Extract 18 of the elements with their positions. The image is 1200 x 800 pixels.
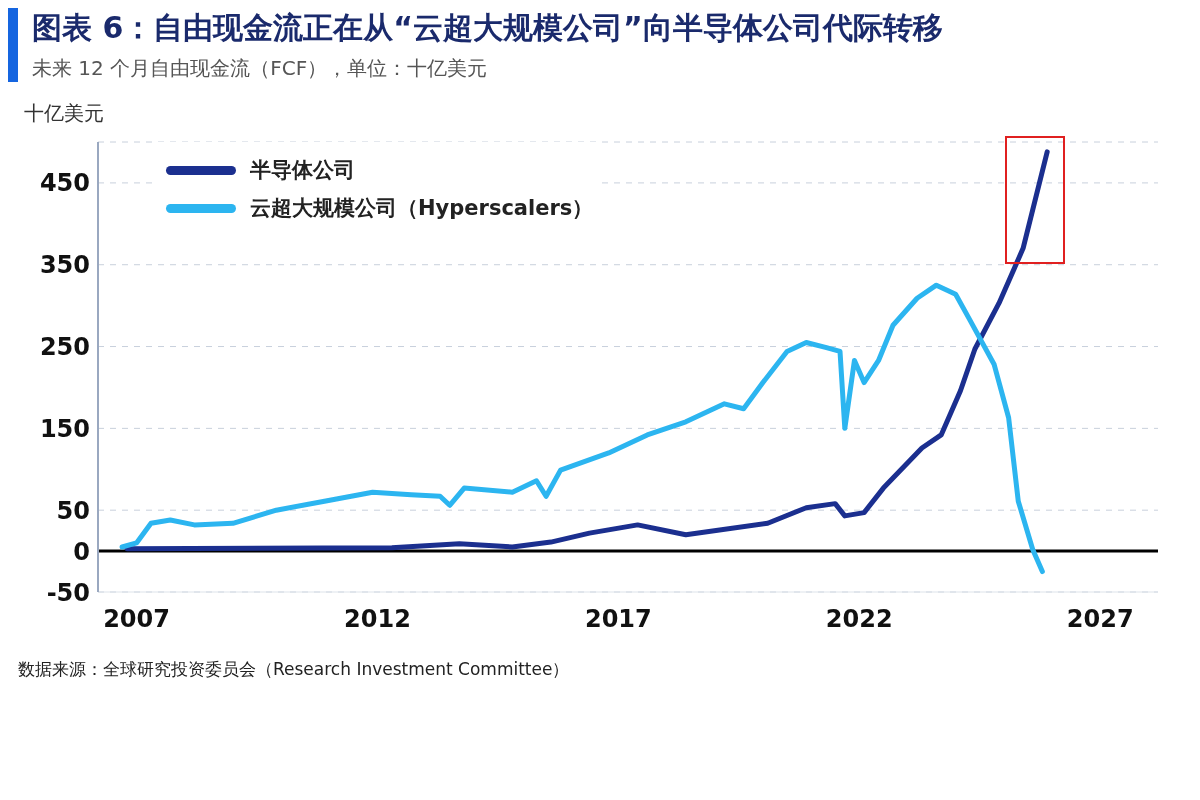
legend-label: 半导体公司 bbox=[250, 157, 355, 184]
y-tick-label: 350 bbox=[39, 251, 90, 280]
y-tick-label: 50 bbox=[56, 496, 90, 525]
y-tick-label: 250 bbox=[39, 333, 90, 362]
x-tick-label: 2007 bbox=[103, 605, 170, 634]
legend-label: 云超大规模公司（Hyperscalers） bbox=[250, 195, 594, 222]
x-tick-label: 2022 bbox=[825, 605, 893, 634]
y-tick-label: 150 bbox=[39, 414, 90, 443]
source-note: 数据来源：全球研究投资委员会（Research Investment Committee） bbox=[18, 658, 571, 681]
chart-title: 图表 6：自由现金流正在从“云超大规模公司”向半导体公司代际转移 bbox=[32, 9, 943, 47]
x-tick-label: 2012 bbox=[344, 605, 411, 634]
x-tick-label: 2027 bbox=[1066, 605, 1134, 634]
y-tick-label: -50 bbox=[46, 578, 90, 607]
y-tick-label: 0 bbox=[73, 537, 90, 566]
chart-subtitle: 未来 12 个月自由现金流（FCF），单位：十亿美元 bbox=[32, 55, 489, 82]
x-tick-label: 2017 bbox=[584, 605, 652, 634]
y-tick-label: 450 bbox=[39, 169, 90, 198]
y-axis-title: 十亿美元 bbox=[24, 100, 104, 127]
